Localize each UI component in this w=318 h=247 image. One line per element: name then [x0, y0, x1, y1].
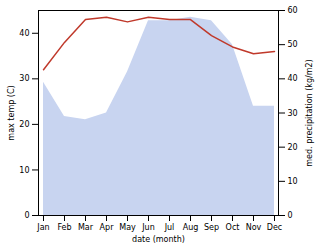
svg-text:max temp (C): max temp (C) — [7, 85, 16, 140]
svg-text:Oct: Oct — [226, 223, 240, 232]
svg-text:20: 20 — [288, 143, 298, 152]
svg-text:60: 60 — [288, 6, 298, 15]
svg-text:Nov: Nov — [246, 223, 262, 232]
svg-text:May: May — [119, 223, 136, 232]
svg-text:date (month): date (month) — [132, 235, 185, 244]
svg-text:Jul: Jul — [164, 223, 175, 232]
svg-text:Sep: Sep — [204, 223, 219, 232]
svg-text:50: 50 — [288, 40, 298, 49]
svg-text:30: 30 — [288, 109, 298, 118]
svg-text:Feb: Feb — [57, 223, 71, 232]
svg-text:10: 10 — [288, 177, 298, 186]
svg-text:med. precipitation (kg/m2): med. precipitation (kg/m2) — [305, 59, 314, 166]
svg-text:Jun: Jun — [141, 223, 155, 232]
svg-text:Jan: Jan — [36, 223, 49, 232]
svg-text:0: 0 — [288, 211, 293, 220]
svg-text:Apr: Apr — [100, 223, 115, 232]
svg-text:30: 30 — [19, 74, 29, 83]
svg-text:10: 10 — [19, 166, 29, 175]
svg-text:40: 40 — [288, 74, 298, 83]
svg-text:40: 40 — [19, 29, 29, 38]
svg-text:20: 20 — [19, 120, 29, 129]
svg-text:0: 0 — [24, 211, 29, 220]
svg-text:Dec: Dec — [267, 223, 282, 232]
svg-text:Mar: Mar — [78, 223, 94, 232]
svg-text:Aug: Aug — [183, 223, 199, 232]
